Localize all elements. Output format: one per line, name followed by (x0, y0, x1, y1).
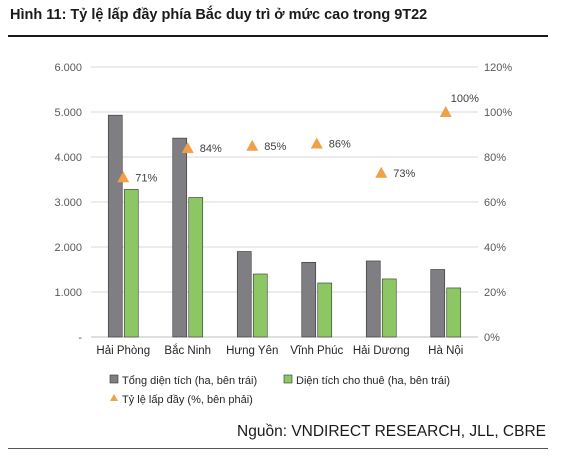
category-label: Hải Dương (353, 345, 410, 357)
right-tick-label: 40% (484, 242, 506, 254)
bar-leased-area (252, 273, 268, 338)
legend-swatch-occupancy (110, 394, 118, 401)
occupancy-label: 86% (329, 139, 351, 151)
right-tick-label: 0% (484, 332, 500, 344)
category-label: Vĩnh Phúc (290, 345, 343, 357)
left-tick-label: 5.000 (54, 107, 82, 119)
bar-total-area (172, 137, 188, 338)
left-tick-label: 3.000 (54, 197, 82, 209)
right-tick-label: 60% (484, 197, 506, 209)
category-label: Hải Phòng (96, 345, 150, 357)
legend-label-occupancy: Tỷ lệ lấp đầy (%, bên phải) (122, 394, 253, 406)
right-tick-label: 100% (484, 107, 512, 119)
legend-label-total: Tổng diện tích (ha, bên trái) (122, 375, 257, 387)
bar-leased-area (317, 282, 333, 338)
bar-total-area (430, 269, 446, 338)
occupancy-label: 100% (451, 93, 479, 105)
bar-leased-area (446, 287, 462, 338)
bar-total-area (365, 260, 381, 338)
occupancy-marker (375, 166, 388, 178)
right-tick-label: 20% (484, 287, 506, 299)
bar-total-area (236, 251, 252, 338)
bar-leased-area (123, 189, 139, 338)
category-label: Bắc Ninh (164, 344, 211, 357)
legend-swatch-leased (283, 374, 293, 384)
title-rule (8, 35, 548, 37)
occupancy-label: 85% (264, 141, 286, 153)
occupancy-label: 71% (135, 172, 157, 184)
occupancy-marker (310, 137, 323, 149)
left-tick-label: 2.000 (54, 242, 82, 254)
left-tick-label: 1.000 (54, 287, 82, 299)
occupancy-marker (181, 142, 194, 153)
bar-total-area (107, 114, 123, 338)
occupancy-marker (246, 139, 259, 151)
right-tick-label: 80% (484, 152, 506, 164)
bar-leased-area (381, 278, 397, 338)
legend-label-leased: Diện tích cho thuê (ha, bên trái) (296, 375, 450, 387)
occupancy-marker (117, 171, 130, 183)
bar-total-area (301, 261, 317, 338)
left-tick-label: - (78, 332, 82, 344)
right-tick-label: 120% (484, 62, 512, 74)
figure-title: Hình 11: Tỷ lệ lấp đầy phía Bắc duy trì … (10, 7, 428, 23)
occupancy-marker (439, 106, 452, 117)
source-note: Nguồn: VNDIRECT RESEARCH, JLL, CBRE (237, 423, 546, 440)
legend-swatch-total (109, 374, 119, 384)
category-label: Hưng Yên (226, 345, 278, 357)
occupancy-label: 84% (200, 143, 222, 155)
left-tick-label: 6.000 (54, 62, 82, 74)
left-tick-label: 4.000 (54, 152, 82, 164)
category-label: Hà Nội (428, 345, 463, 357)
bottom-rule (8, 448, 548, 449)
bar-leased-area (188, 197, 204, 338)
occupancy-label: 73% (393, 168, 415, 180)
